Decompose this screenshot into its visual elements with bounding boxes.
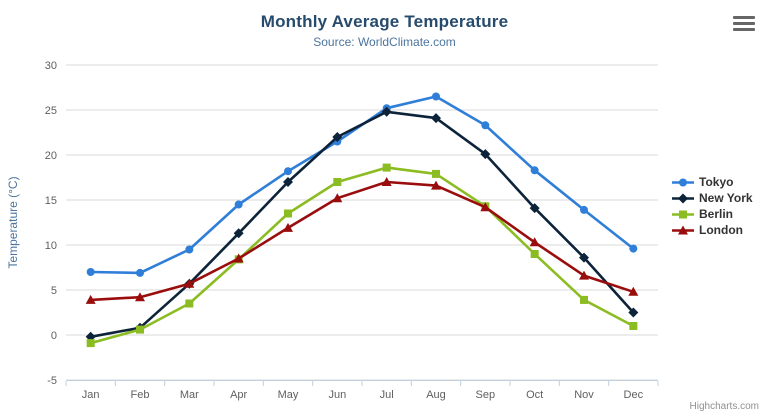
- legend-marker-triangle-icon: [672, 225, 694, 235]
- data-point-london[interactable]: [184, 278, 195, 288]
- x-axis-label: Sep: [476, 389, 496, 401]
- legend-marker[interactable]: [679, 210, 687, 219]
- data-point-london[interactable]: [283, 222, 293, 232]
- x-axis-label: Dec: [624, 389, 644, 401]
- series-new-york: [85, 106, 639, 342]
- legend-marker-square-icon: [672, 210, 694, 219]
- legend-item-london[interactable]: London: [672, 224, 753, 237]
- x-axis-label: May: [278, 389, 299, 401]
- series-line-new-york[interactable]: [89, 110, 635, 339]
- legend-item-tokyo[interactable]: Tokyo: [672, 176, 753, 189]
- x-axis-label: Jan: [82, 389, 100, 401]
- hamburger-menu-icon: [733, 27, 755, 31]
- data-point-new-york[interactable]: [628, 307, 639, 318]
- data-point-new-york[interactable]: [233, 228, 244, 239]
- data-point-london[interactable]: [431, 180, 441, 190]
- data-point-tokyo[interactable]: [86, 268, 95, 276]
- data-point-new-york[interactable]: [332, 132, 343, 142]
- series-tokyo: [86, 92, 638, 277]
- y-axis-label: 5: [51, 285, 57, 297]
- data-point-berlin[interactable]: [629, 322, 638, 330]
- data-point-berlin[interactable]: [136, 325, 144, 334]
- data-point-london[interactable]: [233, 253, 244, 263]
- y-axis-label: 20: [45, 150, 57, 162]
- legend-item-new-york[interactable]: New York: [672, 192, 753, 205]
- data-point-london[interactable]: [480, 202, 491, 212]
- y-axis-label: 25: [45, 105, 57, 117]
- data-point-new-york[interactable]: [480, 149, 491, 160]
- data-point-tokyo[interactable]: [284, 167, 292, 176]
- series-berlin: [86, 163, 638, 348]
- data-point-berlin[interactable]: [432, 169, 440, 178]
- legend-label: Tokyo: [699, 175, 734, 189]
- data-point-tokyo[interactable]: [530, 166, 539, 175]
- data-point-london[interactable]: [85, 294, 96, 304]
- y-axis-label: -5: [47, 375, 57, 387]
- data-point-london[interactable]: [579, 270, 589, 280]
- legend-marker-diamond-icon: [672, 193, 694, 204]
- legend-item-berlin[interactable]: Berlin: [672, 208, 753, 221]
- y-axis-label: 15: [45, 195, 57, 207]
- x-axis-label: Jun: [328, 389, 346, 401]
- highcharts-credit[interactable]: Highcharts.com: [689, 401, 759, 412]
- legend-label: Berlin: [699, 207, 734, 221]
- x-axis-label: Oct: [526, 389, 543, 401]
- legend-marker[interactable]: [678, 193, 688, 204]
- x-axis-label: Mar: [180, 389, 199, 401]
- chart-subtitle: Source: WorldClimate.com: [313, 35, 456, 49]
- legend-marker[interactable]: [678, 225, 688, 235]
- series-line-berlin[interactable]: [89, 166, 635, 345]
- data-point-berlin[interactable]: [530, 250, 539, 258]
- data-point-london[interactable]: [529, 237, 540, 247]
- legend-marker[interactable]: [679, 178, 687, 187]
- data-point-tokyo[interactable]: [234, 200, 243, 209]
- series-line-london[interactable]: [89, 180, 635, 302]
- data-point-new-york[interactable]: [431, 113, 441, 124]
- data-point-berlin[interactable]: [185, 299, 194, 308]
- data-point-berlin[interactable]: [382, 163, 391, 172]
- data-point-london[interactable]: [135, 292, 145, 302]
- chart-title: Monthly Average Temperature: [260, 12, 509, 31]
- x-axis-label: Feb: [131, 389, 150, 401]
- legend: Tokyo New York Berlin London: [672, 176, 753, 237]
- data-point-tokyo[interactable]: [481, 121, 490, 130]
- x-axis-label: Apr: [230, 389, 247, 401]
- data-point-new-york[interactable]: [579, 252, 589, 263]
- data-point-new-york[interactable]: [381, 106, 392, 117]
- data-point-tokyo[interactable]: [580, 205, 588, 214]
- data-point-tokyo[interactable]: [432, 92, 440, 101]
- y-axis-label: 10: [45, 240, 57, 252]
- hamburger-menu-icon: [733, 15, 755, 19]
- data-point-berlin[interactable]: [86, 339, 95, 348]
- data-point-london[interactable]: [628, 286, 639, 296]
- data-point-new-york[interactable]: [529, 203, 540, 214]
- x-axis-label: Nov: [574, 389, 594, 401]
- data-point-london[interactable]: [332, 193, 343, 203]
- data-point-berlin[interactable]: [333, 178, 342, 186]
- hamburger-menu-icon: [733, 21, 755, 25]
- y-axis-title: Temperature (°C): [6, 176, 20, 268]
- data-point-london[interactable]: [381, 177, 392, 186]
- legend-label: New York: [699, 191, 753, 205]
- legend-marker-circle-icon: [672, 178, 694, 187]
- y-axis-label: 30: [45, 60, 57, 72]
- data-point-tokyo[interactable]: [136, 268, 144, 277]
- export-menu-button[interactable]: [731, 12, 757, 34]
- data-point-berlin[interactable]: [580, 295, 588, 304]
- data-point-tokyo[interactable]: [185, 245, 194, 254]
- data-point-tokyo[interactable]: [629, 244, 638, 253]
- data-point-berlin[interactable]: [284, 209, 292, 218]
- x-axis-label: Aug: [426, 389, 446, 401]
- legend-label: London: [699, 223, 743, 237]
- x-axis-label: Jul: [380, 389, 394, 401]
- series-london: [85, 177, 639, 304]
- y-axis-label: 0: [51, 330, 57, 342]
- data-point-new-york[interactable]: [283, 177, 293, 187]
